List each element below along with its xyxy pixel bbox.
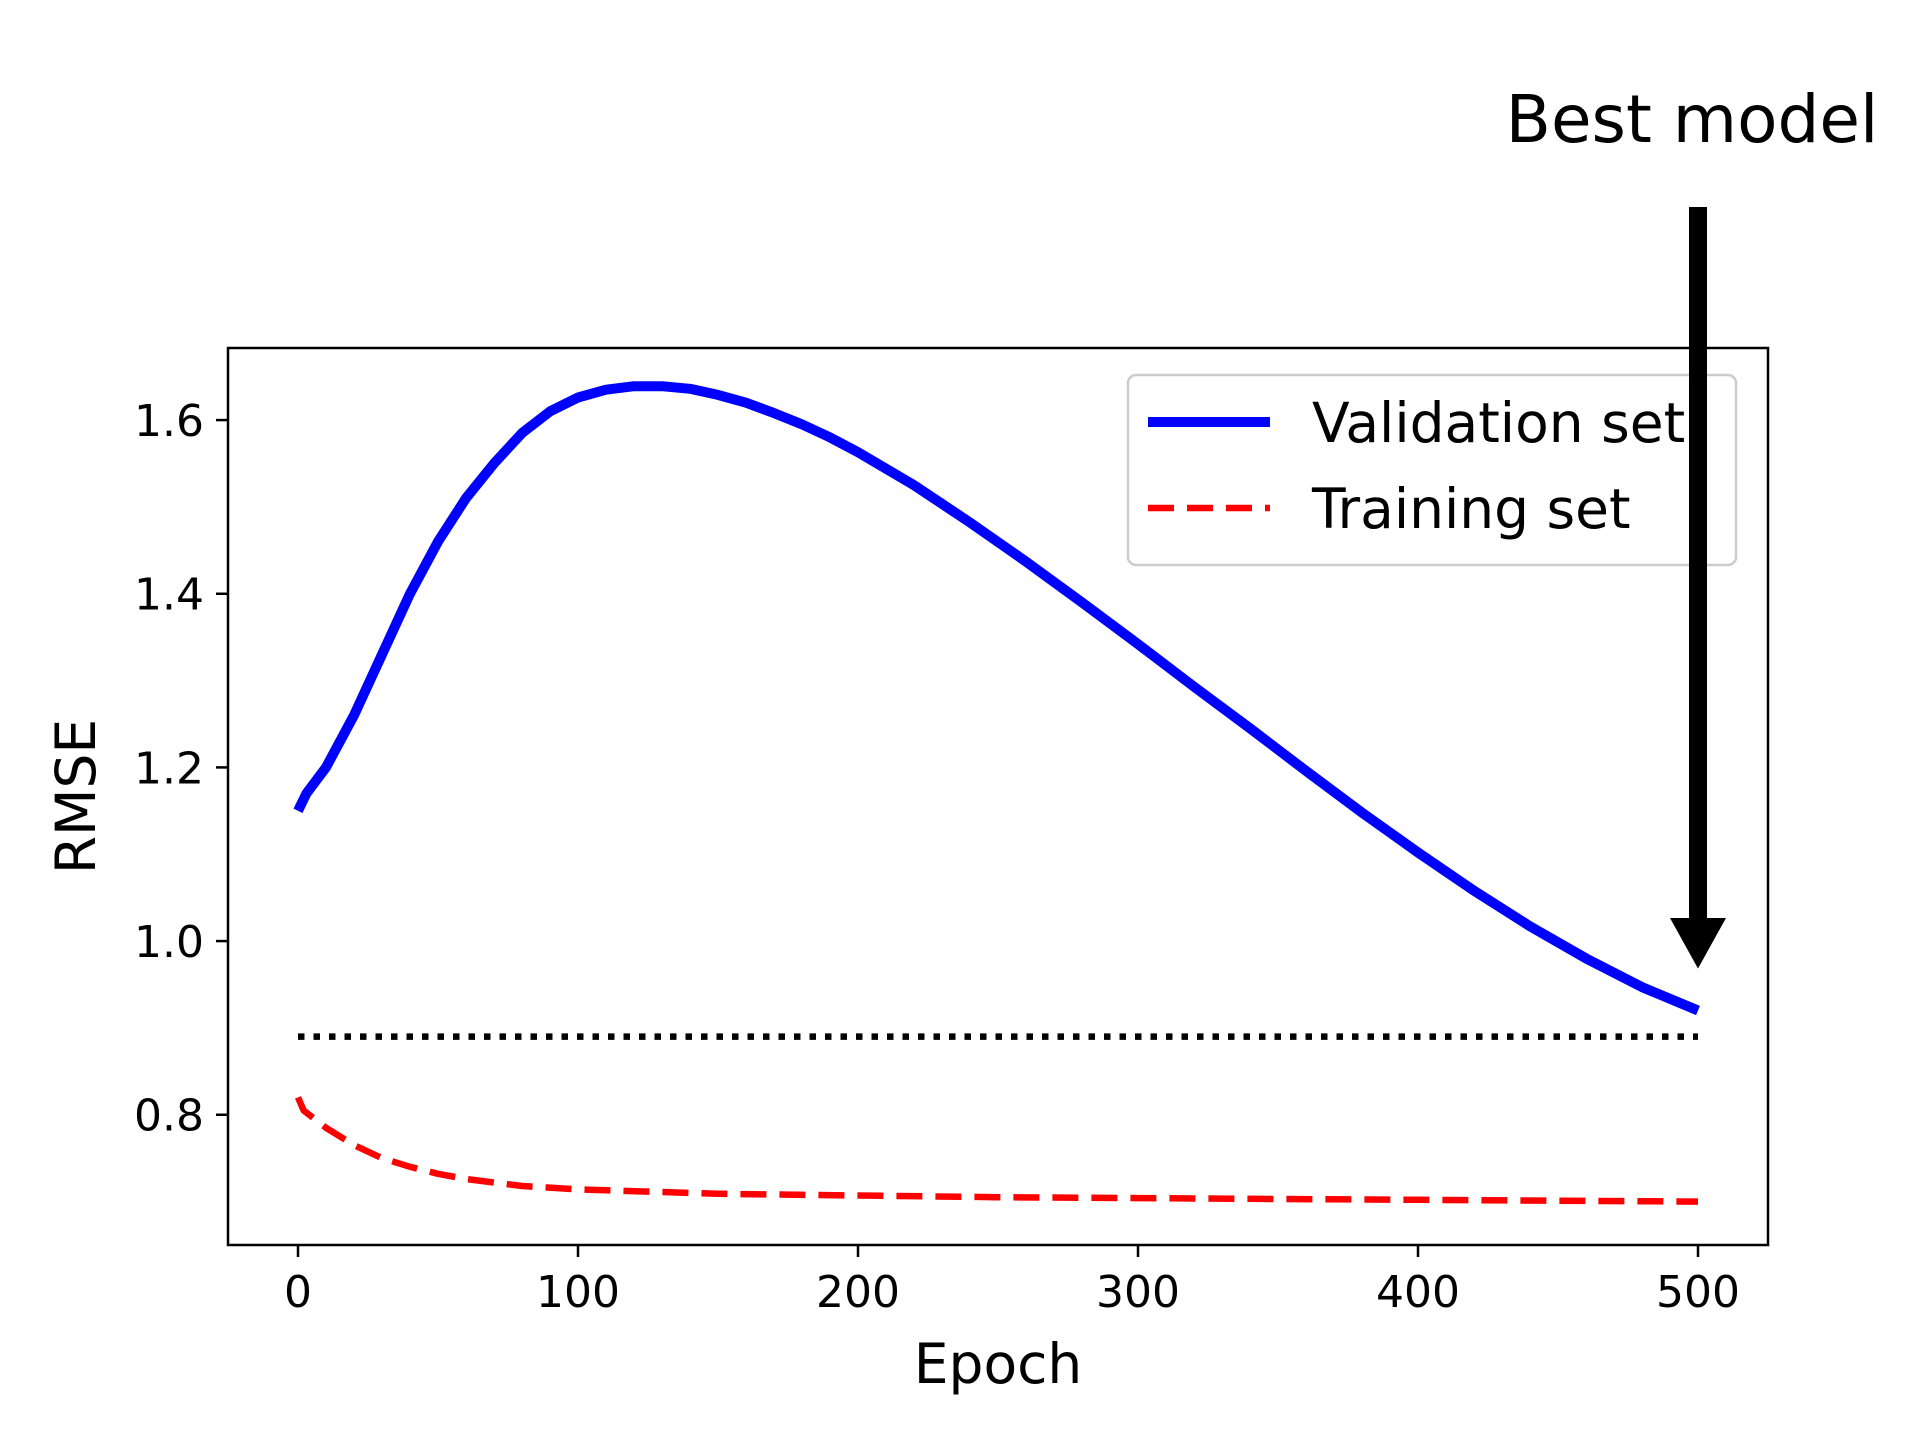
x-tick-label: 0: [284, 1267, 312, 1318]
y-tick-label: 1.2: [134, 743, 204, 794]
plot-area-frame: [226, 346, 1770, 1247]
x-tick-label: 500: [1656, 1267, 1740, 1318]
validation-set-line: [293, 381, 1700, 1016]
best-model-annotation: Best model: [1506, 81, 1879, 969]
y-tick-label: 1.0: [134, 917, 204, 968]
best-model-arrow-shaft: [1689, 207, 1707, 920]
y-axis-ticks: 0.8 1.0 1.2 1.4 1.6: [134, 396, 228, 1142]
legend: Validation set Training set: [1126, 373, 1738, 567]
x-tick-label: 100: [536, 1267, 620, 1318]
series-layer: [293, 381, 1700, 1205]
x-tick-label: 400: [1376, 1267, 1460, 1318]
best-model-arrow-head: [1670, 918, 1726, 969]
x-axis-ticks: 0 100 200 300 400 500: [284, 1245, 1740, 1318]
legend-label-training: Training set: [1311, 477, 1631, 541]
x-tick-label: 200: [816, 1267, 900, 1318]
x-axis-label: Epoch: [914, 1332, 1082, 1396]
training-set-line: [295, 1096, 1699, 1205]
best-model-label: Best model: [1506, 81, 1879, 158]
x-tick-label: 300: [1096, 1267, 1180, 1318]
y-tick-label: 1.4: [134, 570, 204, 621]
y-tick-label: 0.8: [134, 1091, 204, 1142]
y-tick-label: 1.6: [134, 396, 204, 447]
legend-box: [1126, 373, 1738, 567]
y-axis-label: RMSE: [44, 719, 108, 874]
legend-label-validation: Validation set: [1312, 391, 1685, 455]
